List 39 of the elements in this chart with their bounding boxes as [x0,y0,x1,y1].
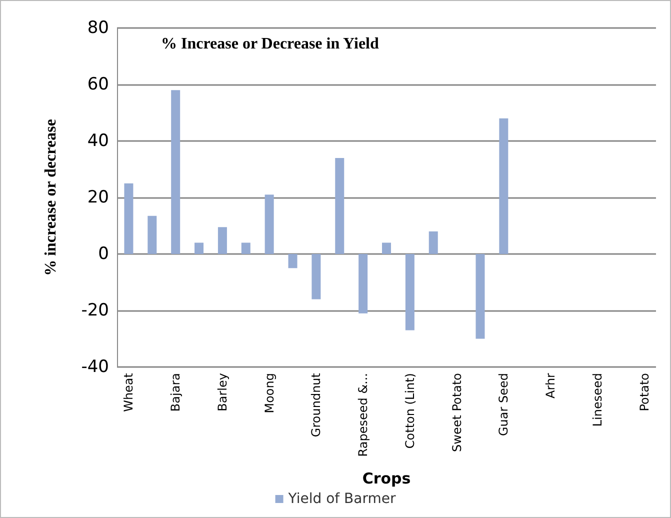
x-tick-label: Sweet Potato [450,373,464,452]
x-tick-label: Wheat [122,372,136,412]
x-tick-label: Arhr [544,372,558,398]
bar [499,118,508,254]
bar [124,183,134,254]
y-axis-title: % increase or decrease [42,119,60,276]
x-tick-label: Groundnut [309,372,324,438]
bar [264,194,274,254]
x-tick-label: Lineseed [590,373,604,427]
bar [382,242,391,254]
y-tick-label: 40 [87,131,109,151]
y-tick-label: 0 [98,244,109,264]
y-tick-label: -40 [81,357,109,377]
legend-label: Yield of Barmer [287,491,396,507]
bar [171,90,180,254]
x-tick-label: Guar Seed [496,373,511,436]
x-tick-label: Rapeseed &... [356,373,370,457]
bar [405,254,414,330]
x-tick-label: Potato [637,373,652,412]
bar [358,254,368,314]
y-tick-label: 80 [87,18,109,38]
x-tick-label: Barley [215,373,230,412]
y-tick-label: 20 [87,188,109,208]
bar [312,254,321,300]
bar [194,242,204,254]
y-tick-label: -20 [81,300,109,320]
chart-title: % Increase or Decrease in Yield [161,36,379,52]
x-tick-label: Bajara [168,373,183,412]
x-tick-label: Cotton (Lint) [402,373,417,449]
bar [241,242,250,254]
bar [476,254,485,339]
x-axis-title: Crops [362,470,411,488]
y-tick-label: 60 [87,74,109,94]
bar [148,216,157,254]
bar [288,254,298,268]
x-tick-label: Moong [262,373,276,414]
bar [335,158,344,254]
bar [218,227,227,254]
bar [428,231,438,254]
